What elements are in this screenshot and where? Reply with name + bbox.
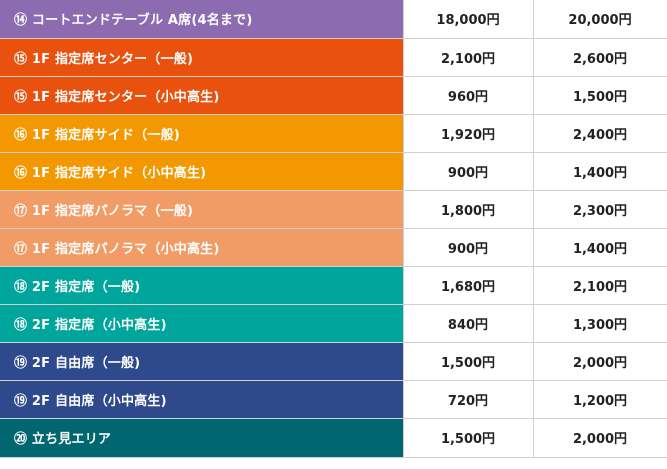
price-day-of: 1,400円 [532, 228, 667, 267]
price-day-of: 2,000円 [532, 418, 667, 458]
seat-category-label: ⑱ 2F 指定席（小中高生) [0, 304, 403, 343]
price-advance: 1,800円 [402, 190, 533, 229]
seat-category-label: ⑯ 1F 指定席サイド（小中高生) [0, 152, 403, 191]
table-row: ⑳ 立ち見エリア 1,500円 2,000円 [0, 418, 667, 458]
price-advance: 1,500円 [402, 418, 533, 458]
price-day-of: 1,500円 [532, 76, 667, 115]
seat-category-label: ⑮ 1F 指定席センター（一般) [0, 38, 403, 77]
price-advance: 1,680円 [402, 266, 533, 305]
price-advance: 1,920円 [402, 114, 533, 153]
seat-category-label: ⑲ 2F 自由席（小中高生) [0, 380, 403, 419]
table-row: ⑮ 1F 指定席センター（一般) 2,100円 2,600円 [0, 38, 667, 77]
price-table: ⑭ コートエンドテーブル A席(4名まで) 18,000円 20,000円 ⑮ 1F … [0, 0, 667, 458]
seat-category-label: ⑰ 1F 指定席パノラマ（小中高生) [0, 228, 403, 267]
price-day-of: 2,600円 [532, 38, 667, 77]
price-advance: 900円 [402, 228, 533, 267]
table-row: ⑯ 1F 指定席サイド（小中高生) 900円 1,400円 [0, 152, 667, 191]
price-advance: 1,500円 [402, 342, 533, 381]
price-table-body: ⑭ コートエンドテーブル A席(4名まで) 18,000円 20,000円 ⑮ 1F … [0, 0, 667, 458]
table-row: ⑰ 1F 指定席パノラマ（一般) 1,800円 2,300円 [0, 190, 667, 229]
table-row: ⑯ 1F 指定席サイド（一般) 1,920円 2,400円 [0, 114, 667, 153]
price-advance: 960円 [402, 76, 533, 115]
seat-category-label: ⑲ 2F 自由席（一般) [0, 342, 403, 381]
price-advance: 2,100円 [402, 38, 533, 77]
table-row: ⑮ 1F 指定席センター（小中高生) 960円 1,500円 [0, 76, 667, 115]
price-day-of: 2,400円 [532, 114, 667, 153]
seat-category-label: ⑰ 1F 指定席パノラマ（一般) [0, 190, 403, 229]
price-advance: 720円 [402, 380, 533, 419]
table-row: ⑱ 2F 指定席（小中高生) 840円 1,300円 [0, 304, 667, 343]
seat-category-label: ⑯ 1F 指定席サイド（一般) [0, 114, 403, 153]
table-row: ⑲ 2F 自由席（一般) 1,500円 2,000円 [0, 342, 667, 381]
price-advance: 900円 [402, 152, 533, 191]
seat-category-label: ⑭ コートエンドテーブル A席(4名まで) [0, 0, 403, 39]
price-day-of: 1,200円 [532, 380, 667, 419]
price-day-of: 1,400円 [532, 152, 667, 191]
table-row: ⑰ 1F 指定席パノラマ（小中高生) 900円 1,400円 [0, 228, 667, 267]
seat-category-label: ⑮ 1F 指定席センター（小中高生) [0, 76, 403, 115]
table-row: ⑭ コートエンドテーブル A席(4名まで) 18,000円 20,000円 [0, 0, 667, 39]
price-advance: 18,000円 [402, 0, 533, 39]
seat-category-label: ⑳ 立ち見エリア [0, 418, 403, 458]
price-day-of: 2,000円 [532, 342, 667, 381]
seat-category-label: ⑱ 2F 指定席（一般) [0, 266, 403, 305]
price-day-of: 1,300円 [532, 304, 667, 343]
table-row: ⑱ 2F 指定席（一般) 1,680円 2,100円 [0, 266, 667, 305]
price-advance: 840円 [402, 304, 533, 343]
table-row: ⑲ 2F 自由席（小中高生) 720円 1,200円 [0, 380, 667, 419]
price-day-of: 2,100円 [532, 266, 667, 305]
price-day-of: 2,300円 [532, 190, 667, 229]
price-day-of: 20,000円 [532, 0, 667, 39]
